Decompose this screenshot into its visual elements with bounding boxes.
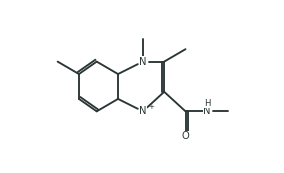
Text: N: N (203, 106, 210, 116)
Text: +: + (148, 104, 154, 110)
Text: N: N (139, 57, 147, 67)
Text: O: O (182, 131, 189, 141)
Text: H: H (204, 99, 210, 108)
Text: N: N (139, 106, 147, 116)
